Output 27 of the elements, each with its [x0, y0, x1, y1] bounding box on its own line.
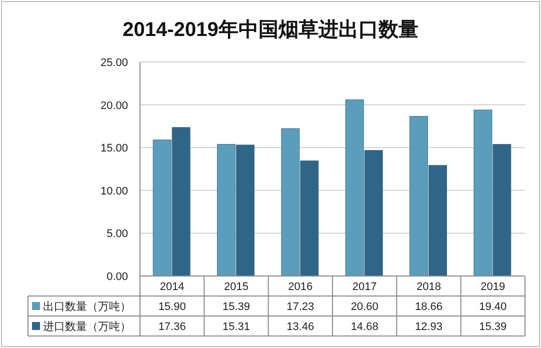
y-tick-label: 10.00 — [100, 185, 128, 198]
x-tick-label: 2019 — [480, 281, 506, 293]
x-tick-label: 2015 — [224, 281, 248, 293]
data-label: 20.60 — [350, 301, 378, 313]
x-tick-label: 2014 — [160, 281, 184, 293]
y-tick-label: 20.00 — [100, 100, 128, 112]
data-label: 15.39 — [222, 301, 250, 313]
data-label: 17.23 — [286, 301, 314, 313]
data-label: 12.93 — [414, 321, 443, 333]
x-tick-label: 2016 — [288, 281, 313, 293]
legend-label: 进口数量（万吨） — [43, 320, 131, 333]
data-label: 17.36 — [158, 321, 186, 333]
data-label: 15.90 — [158, 301, 186, 313]
legend-label: 出口数量（万吨） — [43, 300, 131, 313]
y-tick-label: 0.00 — [106, 271, 128, 283]
y-tick-label: 25.00 — [100, 57, 128, 69]
x-tick-label: 2017 — [352, 281, 377, 293]
data-label: 15.31 — [222, 321, 250, 333]
data-label: 13.46 — [286, 321, 314, 333]
title: 2014-2019年中国烟草进出口数量 — [122, 19, 418, 41]
data-label: 19.40 — [479, 301, 507, 313]
y-tick-label: 5.00 — [106, 228, 128, 240]
x-tick-label: 2018 — [416, 281, 441, 293]
y-tick-label: 15.00 — [100, 142, 128, 155]
data-label: 14.68 — [350, 321, 378, 333]
data-label: 15.39 — [479, 321, 507, 333]
data-label: 18.66 — [414, 301, 443, 313]
